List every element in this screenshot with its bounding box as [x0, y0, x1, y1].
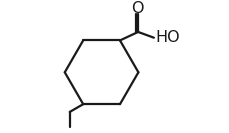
Text: HO: HO [155, 30, 180, 45]
Text: O: O [131, 1, 144, 16]
